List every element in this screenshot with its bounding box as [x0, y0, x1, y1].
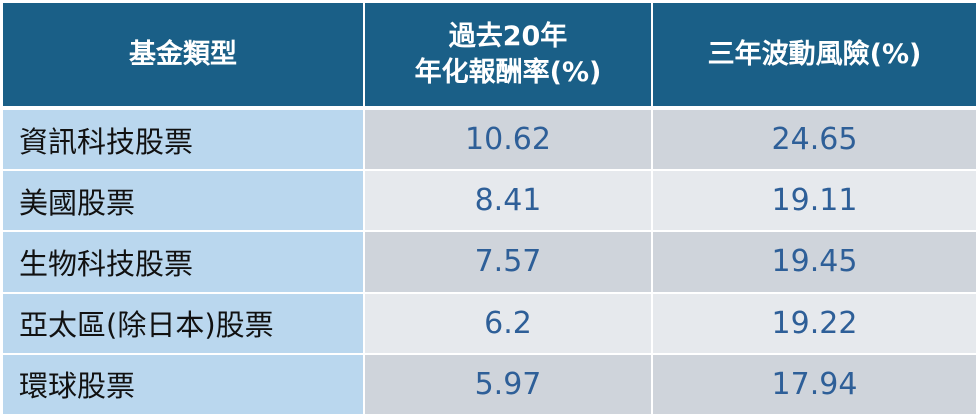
- annualized-return-cell: 6.2: [365, 293, 653, 355]
- volatility-risk-cell: 19.45: [653, 232, 976, 294]
- fund-type-cell: 環球股票: [3, 354, 365, 414]
- table-row: 亞太區(除日本)股票 6.2 19.22: [3, 293, 976, 355]
- fund-comparison-table: 基金類型 過去20年 年化報酬率(%) 三年波動風險(%) 資訊科技股票 10.…: [3, 3, 976, 414]
- header-annualized-return-line2: 年化報酬率(%): [414, 56, 602, 88]
- table-row: 環球股票 5.97 17.94: [3, 354, 976, 414]
- volatility-risk-cell: 17.94: [653, 354, 976, 414]
- annualized-return-cell: 7.57: [365, 232, 653, 294]
- volatility-risk-cell: 19.11: [653, 171, 976, 233]
- annualized-return-cell: 10.62: [365, 110, 653, 172]
- volatility-risk-cell: 24.65: [653, 110, 976, 172]
- annualized-return-cell: 8.41: [365, 171, 653, 233]
- header-volatility-risk: 三年波動風險(%): [653, 3, 976, 110]
- header-fund-type: 基金類型: [3, 3, 365, 110]
- annualized-return-cell: 5.97: [365, 354, 653, 414]
- fund-type-cell: 資訊科技股票: [3, 110, 365, 172]
- fund-type-cell: 美國股票: [3, 171, 365, 233]
- header-row: 基金類型 過去20年 年化報酬率(%) 三年波動風險(%): [3, 3, 976, 110]
- volatility-risk-cell: 19.22: [653, 293, 976, 355]
- header-annualized-return-line1: 過去20年: [448, 20, 568, 52]
- table-row: 美國股票 8.41 19.11: [3, 171, 976, 233]
- fund-type-cell: 亞太區(除日本)股票: [3, 293, 365, 355]
- table-row: 資訊科技股票 10.62 24.65: [3, 110, 976, 172]
- table-row: 生物科技股票 7.57 19.45: [3, 232, 976, 294]
- fund-type-cell: 生物科技股票: [3, 232, 365, 294]
- header-annualized-return: 過去20年 年化報酬率(%): [365, 3, 653, 110]
